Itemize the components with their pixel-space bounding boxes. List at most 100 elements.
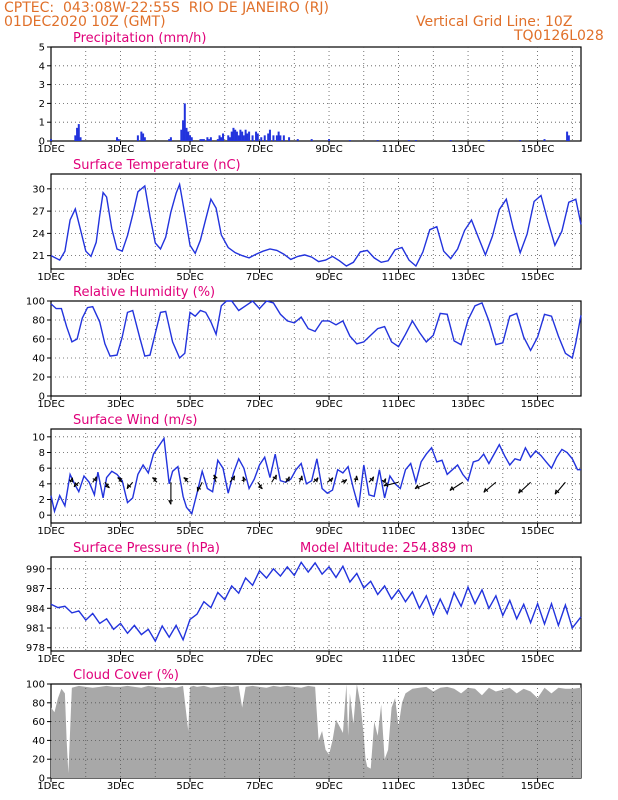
x-tick-label: 3DEC — [107, 272, 134, 283]
wind-arrow-head — [298, 475, 304, 481]
precip-bar — [136, 135, 139, 141]
precip-bar — [232, 127, 235, 141]
precip-bar — [234, 129, 237, 141]
cloud-title: Cloud Cover (%) — [73, 668, 179, 683]
x-tick-label: 1DEC — [37, 654, 64, 665]
precip-title: Precipitation (mm/h) — [73, 31, 206, 46]
x-tick-label: 11DEC — [382, 272, 416, 283]
precip-bar — [263, 135, 266, 141]
precip-bar — [267, 133, 270, 141]
x-tick-label: 3DEC — [107, 399, 134, 410]
precip-bar — [201, 139, 204, 141]
x-tick-label: 13DEC — [451, 144, 485, 155]
wind-arrow-head — [518, 488, 523, 494]
wind-arrow-head — [196, 486, 202, 492]
y-tick-label: 1 — [39, 118, 45, 129]
precip-bar — [449, 140, 452, 141]
x-tick-label: 9DEC — [315, 399, 342, 410]
x-tick-label: 3DEC — [107, 781, 134, 792]
precip-bar — [209, 137, 212, 141]
y-tick-label: 60 — [32, 717, 45, 728]
precip-bar — [228, 137, 231, 141]
precip-bar — [216, 139, 219, 141]
x-tick-label: 9DEC — [315, 272, 342, 283]
x-tick-label: 15DEC — [521, 144, 555, 155]
x-tick-label: 7DEC — [246, 144, 273, 155]
wind-arrow-head — [272, 474, 277, 480]
precip-bar — [222, 133, 225, 141]
x-tick-label: 9DEC — [315, 781, 342, 792]
x-tick-label: 5DEC — [176, 654, 203, 665]
wind-arrow — [414, 481, 431, 490]
x-tick-label: 3DEC — [107, 654, 134, 665]
wind-arrow-head — [126, 483, 132, 489]
x-tick-label: 13DEC — [451, 526, 485, 537]
x-tick-label: 1DEC — [37, 781, 64, 792]
wind-arrow-head — [241, 476, 247, 482]
y-tick-label: 30 — [32, 184, 45, 195]
precip-bar — [50, 139, 52, 141]
precip-bar — [79, 137, 82, 141]
precip-bar — [239, 129, 242, 141]
y-tick-label: 3 — [39, 80, 45, 91]
wind-arrow-head — [92, 476, 97, 482]
wind-series-line — [50, 436, 581, 516]
x-tick-label: 11DEC — [382, 144, 416, 155]
x-tick-label: 13DEC — [451, 654, 485, 665]
temp-series-line — [50, 181, 582, 268]
x-tick-label: 3DEC — [107, 144, 134, 155]
precip-bar — [183, 103, 186, 141]
x-tick-label: 7DEC — [246, 526, 273, 537]
x-tick-label: 11DEC — [382, 399, 416, 410]
y-tick-label: 40 — [32, 736, 45, 747]
y-tick-label: 5 — [39, 43, 45, 54]
precip-bar — [189, 135, 192, 141]
precip-bar — [248, 131, 251, 141]
y-tick-label: 0 — [39, 774, 45, 785]
precip-bar — [275, 135, 278, 141]
precip-bar — [235, 131, 238, 141]
x-tick-label: 1DEC — [37, 399, 64, 410]
precip-bar — [187, 131, 190, 141]
precip-bar — [116, 137, 119, 141]
wind-arrow-head — [68, 477, 74, 483]
x-tick-label: 1DEC — [37, 144, 64, 155]
wind-arrow — [197, 482, 203, 492]
wind-arrow — [449, 481, 464, 492]
press-frame — [50, 556, 582, 652]
y-tick-label: 20 — [32, 755, 45, 766]
wind-arrow-head — [212, 474, 218, 480]
precip-bar — [519, 140, 522, 141]
precip-bar — [208, 139, 211, 141]
wind-arrow-head — [73, 481, 79, 488]
x-tick-label: 9DEC — [315, 526, 342, 537]
wind-arrow — [483, 481, 497, 493]
x-tick-label: 5DEC — [176, 526, 203, 537]
precip-bar — [260, 137, 263, 141]
precip-bar — [206, 137, 209, 141]
y-tick-label: 2 — [39, 99, 45, 110]
y-tick-label: 0 — [39, 392, 45, 403]
wind-arrow-head — [383, 482, 389, 488]
precip-bar — [282, 135, 285, 141]
precip-bar — [180, 129, 183, 141]
precip-bar — [272, 135, 275, 141]
wind-arrow-head — [183, 477, 189, 482]
precip-bar — [251, 135, 254, 141]
x-tick-label: 13DEC — [451, 399, 485, 410]
y-tick-label: 100 — [26, 297, 45, 308]
wind-arrow-head — [168, 500, 173, 505]
wind-arrow-head — [230, 475, 236, 481]
wind-arrow — [383, 481, 399, 487]
precip-bar — [190, 137, 193, 141]
y-tick-label: 80 — [32, 316, 45, 327]
precip-bar — [256, 133, 259, 141]
precip-bar — [74, 135, 77, 141]
station-header: CPTEC: 043:08W-22:55S RIO DE JANEIRO (RJ… — [4, 0, 330, 16]
precip-bar — [168, 139, 171, 141]
rh-series-line — [50, 300, 582, 360]
wind-arrow-head — [554, 489, 560, 495]
precip-bar — [169, 137, 172, 141]
precip-bar — [279, 135, 282, 141]
